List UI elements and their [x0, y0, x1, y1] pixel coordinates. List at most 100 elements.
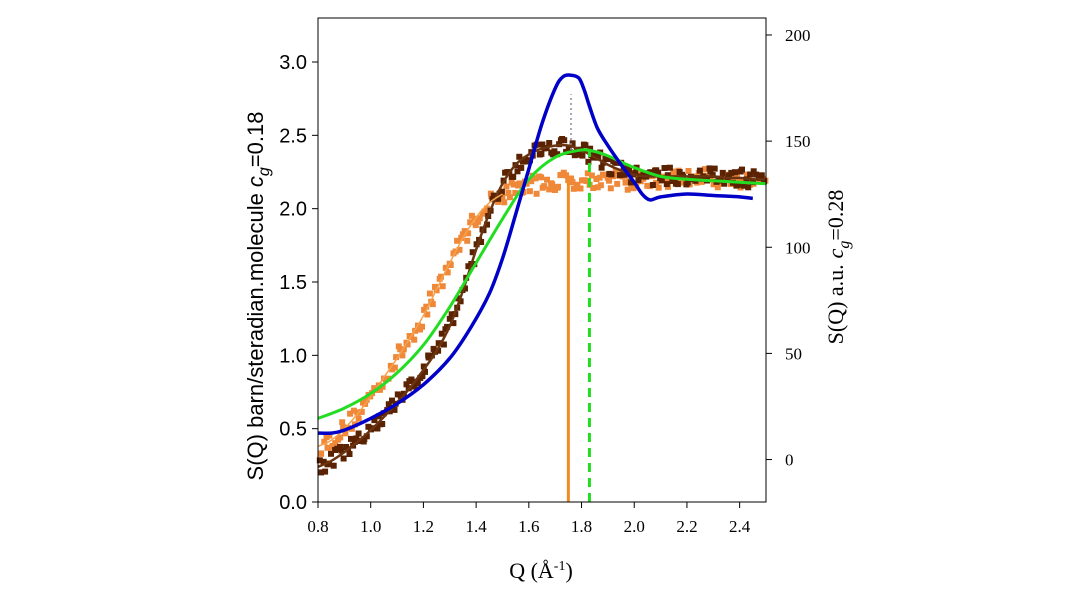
x-tick-label: 2.4	[729, 517, 751, 536]
data-point	[596, 174, 603, 181]
data-point	[546, 140, 553, 146]
data-point	[442, 264, 449, 271]
data-point	[353, 435, 360, 442]
data-point	[554, 151, 561, 158]
data-point	[408, 376, 415, 383]
data-point	[744, 171, 750, 178]
data-point	[717, 175, 724, 182]
data-point	[573, 185, 580, 192]
data-point	[574, 151, 581, 158]
data-point	[612, 168, 619, 174]
y-left-tick-label: 2.5	[279, 125, 307, 147]
data-point	[598, 164, 605, 171]
data-point	[411, 336, 418, 343]
data-point	[444, 323, 451, 330]
data-point	[538, 174, 544, 181]
data-point	[606, 177, 612, 184]
green-curve	[317, 148, 767, 420]
data-point	[613, 159, 620, 166]
data-point	[351, 438, 358, 445]
data-point	[512, 190, 519, 196]
data-point	[707, 168, 714, 175]
data-point	[735, 181, 742, 188]
y-right-tick-label: 200	[785, 26, 811, 45]
data-point	[342, 430, 349, 437]
y-left-tick-label: 0.0	[279, 492, 307, 514]
data-point	[318, 469, 325, 476]
data-point	[655, 169, 662, 176]
y-left-tick-label: 0.5	[279, 419, 307, 441]
data-point	[528, 178, 535, 185]
data-point	[585, 158, 592, 165]
data-point	[709, 172, 716, 179]
y-right-label-main: S(Q) a.u.	[823, 264, 848, 344]
data-point	[747, 171, 754, 178]
data-point	[448, 311, 455, 318]
data-point	[499, 194, 506, 201]
x-axis-label-sup: -1	[554, 559, 566, 574]
data-point	[626, 167, 632, 174]
data-point	[391, 364, 398, 371]
data-point	[326, 432, 333, 439]
data-point	[655, 184, 662, 191]
data-point	[363, 396, 370, 403]
data-point	[318, 450, 325, 457]
data-point	[608, 171, 615, 178]
data-point	[577, 185, 584, 192]
x-tick-label: 0.8	[307, 517, 328, 536]
data-point	[549, 181, 556, 188]
data-point	[464, 237, 471, 244]
data-point	[627, 179, 634, 186]
data-point	[541, 183, 548, 190]
data-point	[563, 172, 570, 179]
data-point	[555, 183, 561, 190]
data-point	[510, 181, 517, 188]
data-point	[389, 397, 395, 404]
data-point	[569, 140, 576, 147]
data-point	[614, 180, 621, 187]
data-point	[435, 340, 442, 347]
data-point	[590, 185, 597, 191]
data-point	[465, 230, 472, 237]
data-point	[758, 172, 765, 179]
data-point	[354, 409, 361, 416]
data-point	[579, 152, 586, 159]
data-point	[459, 231, 466, 238]
data-point	[379, 421, 386, 427]
data-point	[375, 413, 382, 420]
data-point	[495, 195, 502, 202]
data-point	[458, 234, 465, 241]
data-point	[457, 298, 464, 305]
data-point	[421, 306, 428, 313]
data-point	[425, 354, 432, 361]
data-point	[561, 137, 568, 144]
y-right-tick-label: 50	[785, 344, 802, 363]
data-point	[516, 180, 523, 187]
x-axis-label-main: Q (Å	[509, 558, 554, 583]
y-left-label-sub: g	[256, 167, 273, 176]
y-right-tick-label: 100	[785, 238, 811, 257]
data-point	[760, 178, 767, 185]
data-point	[324, 444, 331, 451]
data-point	[604, 156, 611, 163]
data-point	[337, 443, 344, 450]
data-point	[587, 145, 594, 152]
data-point	[426, 290, 433, 297]
data-point	[346, 451, 353, 457]
y-left-tick-label: 3.0	[279, 52, 307, 74]
data-point	[588, 172, 595, 179]
data-point	[328, 450, 334, 457]
data-point	[371, 385, 378, 392]
data-point	[391, 406, 398, 413]
y-left-tick-label: 1.0	[279, 345, 307, 367]
data-point	[635, 177, 642, 184]
data-point	[439, 283, 446, 290]
data-point	[316, 457, 323, 464]
data-point	[711, 165, 718, 172]
data-point	[544, 176, 550, 183]
data-point	[385, 401, 392, 408]
data-point	[481, 208, 488, 215]
data-point	[696, 167, 703, 174]
data-point	[397, 392, 404, 399]
